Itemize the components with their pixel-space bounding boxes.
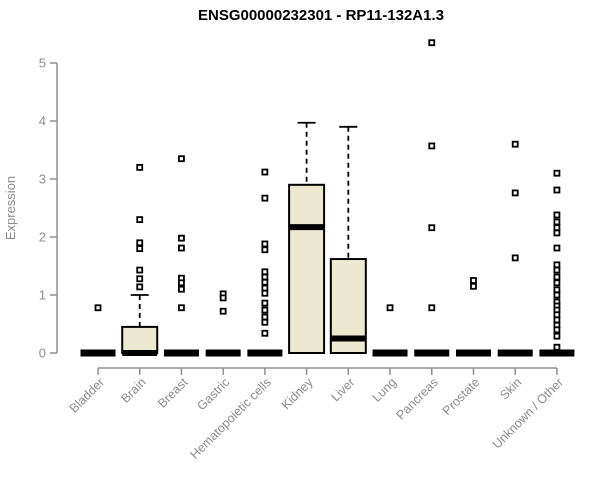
outlier-point [136,266,144,274]
outlier-point [261,299,269,307]
outlier-point [178,155,185,163]
outlier-point [261,284,269,292]
outlier-point [261,306,269,314]
outlier-point [553,291,561,299]
outlier-point [553,311,561,319]
outlier-point [219,294,227,302]
outlier-point [428,224,436,232]
x-tick-label: Prostate [440,375,483,418]
outlier-point [178,304,185,312]
x-tick-label: Skin [497,375,524,402]
y-axis-label: Expression [3,176,18,240]
outlier-point [178,279,185,287]
outlier-point [511,254,519,262]
y-axis: 0 1 2 3 4 5 [39,56,58,361]
outlier-point [553,326,561,334]
outlier-point [553,244,561,252]
outlier-point [136,245,144,253]
y-tick-label: 3 [39,172,46,187]
flat-box [80,349,116,357]
x-tick-label: Brain [118,375,149,406]
outlier-point [428,304,436,312]
outlier-point [261,273,269,281]
x-tick-label: Pancreas [394,375,441,422]
outlier-point [178,234,185,242]
outlier-point [136,163,144,171]
outlier-point [553,261,561,269]
outlier-point [470,277,477,284]
outlier-point [553,343,561,351]
outlier-point [136,283,144,291]
x-tick-label: Breast [155,375,191,411]
outlier-point [553,286,561,294]
box [288,183,326,354]
x-tick-label: Hematopoietic cells [187,375,274,462]
outlier-point [261,313,269,321]
outlier-point [553,316,561,324]
outlier-point [261,194,269,202]
flat-box [414,349,450,357]
flat-box [163,349,199,357]
flat-box [247,349,283,357]
outlier-point [553,229,561,237]
outlier-point [553,266,561,274]
outlier-point [553,273,561,281]
outlier-point [261,318,269,326]
flat-box [497,349,533,357]
y-tick-label: 4 [39,114,46,129]
outlier-point [94,304,102,312]
outlier-point [178,244,185,252]
outlier-point [428,39,436,47]
outlier-point [553,224,561,232]
outlier-point [553,332,561,340]
flat-box [539,349,575,357]
outlier-point [553,279,561,287]
outlier-point [136,239,144,247]
y-tick-label: 0 [39,346,46,361]
x-tick-label: Unknown / Other [490,375,566,451]
outlier-point [219,307,227,315]
outlier-point [261,278,269,286]
x-tick-label: Gastric [194,375,232,413]
outlier-point [553,169,561,177]
outlier-point [261,268,269,276]
outlier-point [553,211,561,219]
outlier-point [470,282,477,290]
outlier-point [178,285,185,293]
outlier-point [261,168,269,176]
y-tick-label: 5 [39,56,46,71]
x-tick-label: Bladder [67,375,107,415]
outlier-point [553,218,561,226]
outlier-point [428,142,436,150]
box-series [80,39,575,357]
flat-box [372,349,408,357]
outlier-point [261,246,269,254]
y-tick-label: 1 [39,288,46,303]
box [121,325,159,354]
outlier-point [511,189,519,197]
flat-box [455,349,491,357]
x-tick-label: Lung [370,375,400,405]
outlier-point [511,140,519,148]
outlier-point [261,289,269,297]
outlier-point [136,275,144,283]
chart-title: ENSG00000232301 - RP11-132A1.3 [198,7,444,24]
outlier-point [261,329,269,337]
outlier-point [136,216,144,224]
x-tick-label: Kidney [279,375,316,412]
x-tick-label: Liver [328,375,357,404]
y-tick-label: 2 [39,230,46,245]
outlier-point [261,240,269,248]
outlier-point [553,186,561,194]
outlier-point [386,304,394,312]
flat-box [205,349,241,357]
